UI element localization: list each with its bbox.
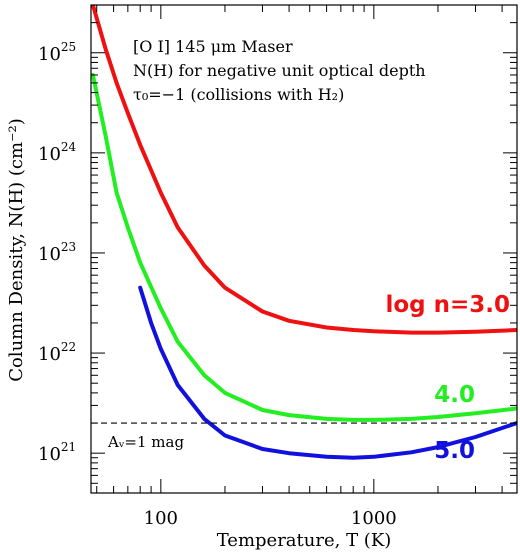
x-tick-labels: 100 1000 <box>144 508 397 529</box>
y-tick-label: 1023 <box>38 240 76 265</box>
y-tick-label: 1021 <box>38 440 76 465</box>
plot-frame <box>90 4 518 494</box>
y-tick-label: 1025 <box>38 40 76 65</box>
x-axis-label: Temperature, T (K) <box>217 530 392 551</box>
annotation-line-2: N(H) for negative unit optical depth <box>133 61 426 80</box>
series-label-1: log n=3.0 <box>385 292 510 318</box>
y-tick-label: 1022 <box>38 340 76 365</box>
series-line-2 <box>91 73 517 422</box>
series-line-1 <box>91 5 517 335</box>
series-label-2: 4.0 <box>434 382 475 408</box>
y-tick-labels: 1021 1022 1023 1024 1025 <box>38 40 77 465</box>
series-label-3: 5.0 <box>434 438 475 464</box>
x-tick-label: 1000 <box>351 508 397 529</box>
y-axis-label: Column Density, N(H) (cm⁻²) <box>6 118 27 382</box>
series-line-3 <box>138 285 517 460</box>
y-tick-label: 1024 <box>38 140 77 165</box>
series-labels: log n=3.0 4.0 5.0 <box>385 292 510 464</box>
annotation-line-1: [O I] 145 μm Maser <box>133 37 293 56</box>
axis-ticks <box>91 5 517 494</box>
reference-line-label: Aᵥ=1 mag <box>107 433 184 451</box>
reference-line-layer: Aᵥ=1 mag <box>91 422 517 451</box>
x-tick-label: 100 <box>144 508 178 529</box>
annotation-line-3: τ₀=−1 (collisions with H₂) <box>133 85 344 104</box>
data-curves <box>91 5 517 460</box>
